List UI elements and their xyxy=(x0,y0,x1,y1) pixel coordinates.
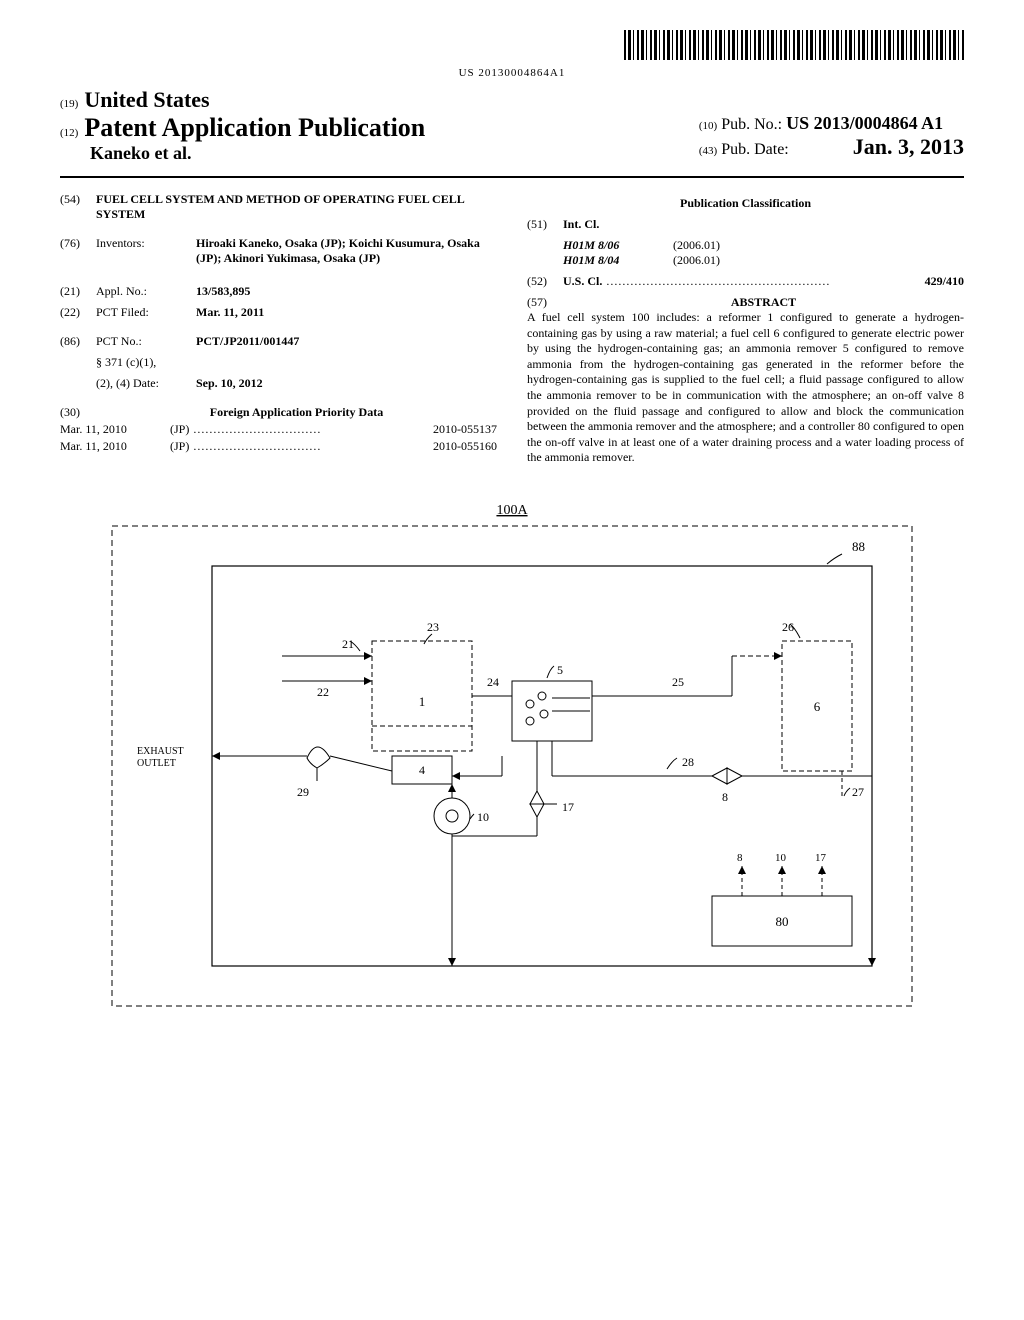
inventors: Hiroaki Kaneko, Osaka (JP); Koichi Kusum… xyxy=(196,236,497,266)
code-76: (76) xyxy=(60,236,96,266)
label-4: 4 xyxy=(419,763,425,777)
label-1: 1 xyxy=(419,694,426,709)
intcl-row-0: H01M 8/06 (2006.01) xyxy=(527,238,964,253)
uscl-val: 429/410 xyxy=(925,274,964,289)
priority-row-1: Mar. 11, 2010 (JP) .....................… xyxy=(60,439,497,454)
exhaust-label-2: OUTLET xyxy=(137,758,176,769)
invention-title: FUEL CELL SYSTEM AND METHOD OF OPERATING… xyxy=(96,192,497,222)
code-51: (51) xyxy=(527,217,563,232)
header-authors: Kaneko et al. xyxy=(90,143,425,164)
priority-title: Foreign Application Priority Data xyxy=(96,405,497,420)
pub-date-label: Pub. Date: xyxy=(721,141,789,158)
label-24: 24 xyxy=(487,675,499,689)
label-27: 27 xyxy=(852,785,864,799)
ctrl-17: 17 xyxy=(815,852,827,864)
code-54: (54) xyxy=(60,192,96,222)
barcode-number: US 20130004864A1 xyxy=(60,67,964,79)
code-30: (30) xyxy=(60,405,96,420)
pct-filed: Mar. 11, 2011 xyxy=(196,305,264,320)
ctrl-8: 8 xyxy=(737,852,743,864)
label-88: 88 xyxy=(852,539,865,554)
label-23: 23 xyxy=(427,620,439,634)
label-17: 17 xyxy=(562,800,574,814)
label-5: 5 xyxy=(557,663,563,677)
code-10: (10) xyxy=(699,120,717,132)
code-12: (12) xyxy=(60,127,78,139)
abstract-text: A fuel cell system 100 includes: a refor… xyxy=(527,310,964,466)
code-52: (52) xyxy=(527,274,563,289)
intcl-label: Int. Cl. xyxy=(563,217,599,232)
intcl-row-1: H01M 8/04 (2006.01) xyxy=(527,253,964,268)
ctrl-10: 10 xyxy=(775,852,787,864)
country: United States xyxy=(84,87,209,113)
label-80: 80 xyxy=(776,914,789,929)
header-block: (19) United States (12) Patent Applicati… xyxy=(60,83,964,178)
barcode-graphic xyxy=(624,30,964,60)
barcode-region: US 20130004864A1 xyxy=(60,30,964,79)
code-43: (43) xyxy=(699,145,717,157)
uscl-label: U.S. Cl. xyxy=(563,274,602,289)
code-19: (19) xyxy=(60,98,78,110)
figure-diagram: 100A 88 1 23 21 22 xyxy=(60,496,964,1021)
code-57: (57) xyxy=(527,295,563,310)
s371-label: § 371 (c)(1), xyxy=(96,355,497,370)
pub-no: US 2013/0004864 A1 xyxy=(786,113,943,133)
pct-no: PCT/JP2011/001447 xyxy=(196,334,299,349)
exhaust-label-1: EXHAUST xyxy=(137,746,184,757)
pct-no-label: PCT No.: xyxy=(96,334,196,349)
code-21: (21) xyxy=(60,284,96,299)
inventors-label: Inventors: xyxy=(96,236,196,266)
pct-filed-label: PCT Filed: xyxy=(96,305,196,320)
code-86: (86) xyxy=(60,334,96,349)
abstract-title: ABSTRACT xyxy=(563,295,964,310)
appl-no: 13/583,895 xyxy=(196,284,250,299)
pub-date: Jan. 3, 2013 xyxy=(853,134,964,159)
label-8: 8 xyxy=(722,790,728,804)
s371-date-label: (2), (4) Date: xyxy=(96,376,196,391)
label-26: 26 xyxy=(782,620,794,634)
label-28: 28 xyxy=(682,755,694,769)
label-6: 6 xyxy=(814,699,821,714)
label-25: 25 xyxy=(672,675,684,689)
appl-label: Appl. No.: xyxy=(96,284,196,299)
code-22: (22) xyxy=(60,305,96,320)
label-29: 29 xyxy=(297,785,309,799)
classification-title: Publication Classification xyxy=(527,196,964,211)
s371-date: Sep. 10, 2012 xyxy=(196,376,263,391)
pub-no-label: Pub. No.: xyxy=(721,116,782,133)
pub-type: Patent Application Publication xyxy=(84,113,425,143)
label-21: 21 xyxy=(342,637,354,651)
label-22: 22 xyxy=(317,685,329,699)
priority-row-0: Mar. 11, 2010 (JP) .....................… xyxy=(60,422,497,437)
label-10: 10 xyxy=(477,810,489,824)
left-column: (54) FUEL CELL SYSTEM AND METHOD OF OPER… xyxy=(60,186,497,466)
fig-title: 100A xyxy=(496,503,528,518)
right-column: Publication Classification (51) Int. Cl.… xyxy=(527,186,964,466)
